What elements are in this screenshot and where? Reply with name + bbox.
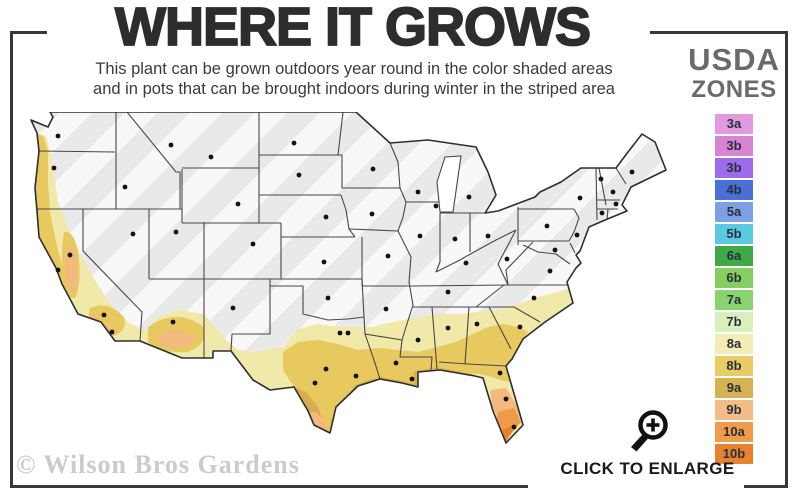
us-outline <box>30 112 667 444</box>
click-to-enlarge-label: CLICK TO ENLARGE <box>560 459 735 478</box>
magnifier-plus-icon <box>630 410 668 452</box>
zone-chip-3b: 3b <box>715 136 753 156</box>
zone-chip-7b: 7b <box>715 312 753 332</box>
click-to-enlarge-button[interactable]: CLICK TO ENLARGE <box>545 408 750 479</box>
zone-chip-8a: 8a <box>715 334 753 354</box>
zone-chip-6b: 6b <box>715 268 753 288</box>
frame-border-right <box>785 31 788 488</box>
frame-border-left <box>10 31 13 488</box>
zone-chip-9b: 9b <box>715 400 753 420</box>
subtitle-line-1: This plant can be grown outdoors year ro… <box>95 60 613 78</box>
zone-chip-5a: 5a <box>715 202 753 222</box>
city-dots <box>51 133 635 430</box>
frame-border-bottom-left <box>10 485 528 488</box>
usda-zone-map[interactable] <box>28 112 668 452</box>
zone-chip-10a: 10a <box>715 422 753 442</box>
zone-chip-5b: 5b <box>715 224 753 244</box>
zone-chip-6a: 6a <box>715 246 753 266</box>
zone-chip-3a: 3a <box>715 114 753 134</box>
legend-heading-zones: ZONES <box>691 76 777 103</box>
zone-chip-10b: 10b <box>715 444 753 464</box>
frame-border-bottom-right <box>744 485 788 488</box>
zone-chip-list: 3a 3b 3b 4b 5a 5b 6a 6b 7a 7b 8a 8b 9a 9… <box>684 114 784 464</box>
frame-border-top-right <box>650 31 788 34</box>
zone-chip-9a: 9a <box>715 378 753 398</box>
zone-shading <box>31 112 666 443</box>
zone-chip-4b: 4b <box>715 180 753 200</box>
usda-zones-legend: USDA ZONES 3a 3b 3b 4b 5a 5b 6a 6b 7a 7b… <box>684 44 784 466</box>
subtitle-line-2: and in pots that can be brought indoors … <box>93 80 615 98</box>
legend-heading-usda: USDA <box>688 42 780 77</box>
page-title: WHERE IT GROWS <box>114 0 592 57</box>
zone-chip-7a: 7a <box>715 290 753 310</box>
state-borders <box>37 112 627 380</box>
lake-michigan <box>436 155 462 213</box>
frame-border-top-left <box>10 31 47 34</box>
watermark: © Wilson Bros Gardens <box>16 450 300 479</box>
zone-chip-8b: 8b <box>715 356 753 376</box>
zone-chip-3b-2: 3b <box>715 158 753 178</box>
striped-region <box>31 112 666 443</box>
